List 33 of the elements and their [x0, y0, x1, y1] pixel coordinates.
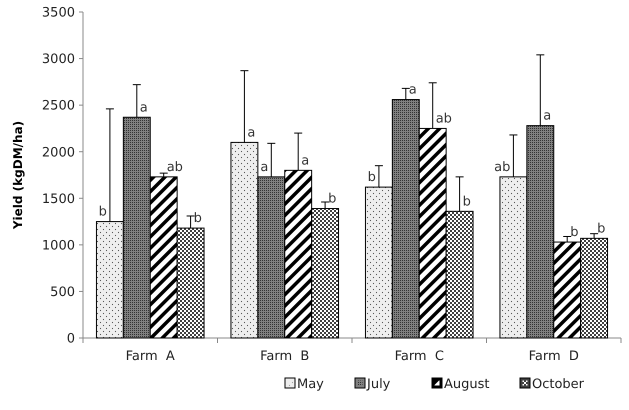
- y-tick-label: 2500: [42, 98, 75, 114]
- legend-label: July: [366, 377, 391, 392]
- legend-label: May: [297, 377, 324, 392]
- y-tick-label: 3500: [42, 6, 75, 21]
- data-label: b: [98, 204, 107, 220]
- data-label: a: [247, 125, 256, 140]
- y-tick-label: 1000: [42, 238, 75, 254]
- legend-label: October: [532, 377, 585, 392]
- data-label: ab: [436, 111, 452, 126]
- data-label: b: [597, 221, 606, 236]
- y-tick-label: 1500: [42, 192, 75, 207]
- legend-label: August: [444, 377, 490, 392]
- data-label: ab: [494, 160, 510, 175]
- data-label: b: [194, 211, 202, 226]
- data-label: a: [260, 160, 268, 175]
- y-tick-label: 0: [66, 332, 75, 347]
- data-label: b: [328, 192, 336, 207]
- data-label: b: [570, 225, 578, 240]
- data-label: b: [368, 170, 376, 186]
- data-label: b: [462, 194, 471, 210]
- data-label: a: [301, 153, 310, 168]
- y-tick-label: 3000: [42, 52, 75, 68]
- data-label: a: [140, 100, 148, 116]
- data-label: ab: [166, 160, 183, 175]
- data-label: a: [408, 82, 417, 98]
- y-tick-label: 2000: [42, 145, 75, 160]
- x-tick-label: Farm A: [126, 349, 175, 364]
- y-axis-title: Yield (kgDM/ha): [11, 120, 25, 230]
- x-tick-label: Farm C: [394, 349, 444, 364]
- x-tick-label: Farm D: [528, 349, 579, 364]
- y-tick-label: 500: [50, 284, 75, 300]
- x-tick-label: Farm B: [260, 349, 310, 364]
- data-label: a: [543, 108, 552, 124]
